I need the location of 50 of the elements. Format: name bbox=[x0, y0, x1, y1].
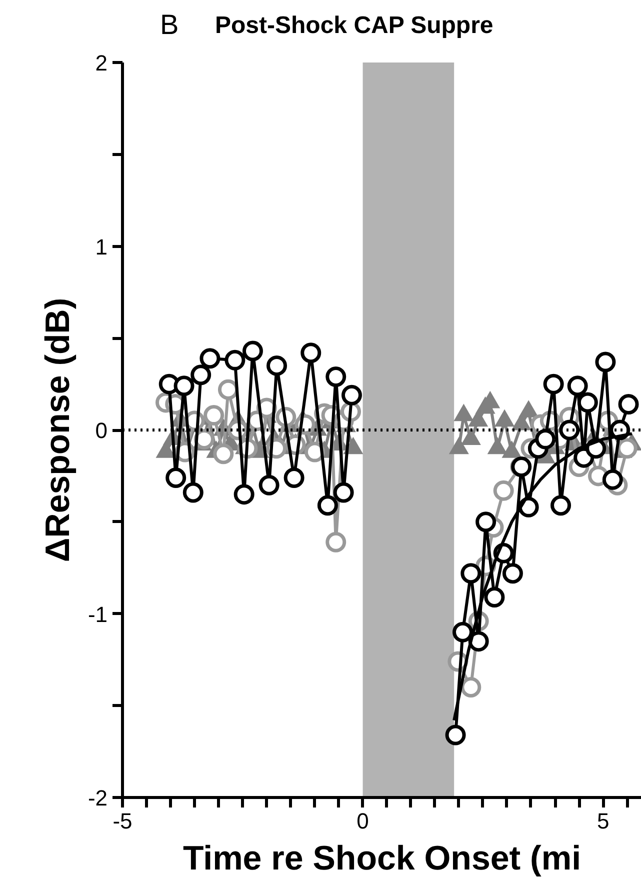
point bbox=[326, 366, 346, 387]
point bbox=[502, 563, 523, 584]
y-axis-title: ΔResponse (dB) bbox=[38, 298, 77, 562]
point bbox=[559, 420, 580, 440]
point bbox=[618, 394, 639, 415]
point bbox=[317, 495, 338, 516]
point bbox=[234, 484, 254, 505]
point bbox=[174, 376, 194, 396]
point bbox=[476, 512, 496, 532]
point bbox=[550, 495, 572, 516]
y-tick-label: 0 bbox=[95, 418, 108, 443]
point bbox=[266, 355, 288, 376]
point bbox=[577, 392, 598, 413]
y-tick-label: 1 bbox=[95, 234, 108, 260]
point bbox=[468, 631, 489, 652]
point bbox=[300, 342, 322, 364]
point bbox=[595, 352, 616, 372]
point bbox=[213, 444, 234, 464]
point bbox=[445, 724, 466, 746]
point bbox=[484, 586, 505, 608]
point bbox=[543, 374, 564, 394]
point bbox=[452, 622, 473, 642]
point bbox=[602, 469, 623, 490]
point bbox=[284, 468, 304, 488]
x-tick-label: -5 bbox=[112, 808, 132, 834]
point bbox=[190, 364, 212, 386]
point bbox=[460, 563, 482, 584]
y-tick-label: -2 bbox=[88, 786, 108, 810]
point bbox=[182, 482, 204, 503]
point bbox=[166, 468, 186, 488]
point bbox=[535, 428, 556, 450]
point bbox=[333, 482, 354, 503]
point bbox=[326, 532, 346, 552]
point bbox=[341, 384, 362, 406]
x-tick-label: 0 bbox=[356, 808, 369, 834]
y-tick-label: 2 bbox=[95, 50, 108, 76]
point bbox=[460, 677, 482, 698]
x-axis-title: Time re Shock Onset (mi bbox=[182, 840, 582, 878]
text: B bbox=[160, 8, 179, 42]
point bbox=[242, 340, 263, 362]
x-tick-label: 5 bbox=[596, 808, 610, 834]
y-tick-label: -1 bbox=[88, 602, 108, 627]
point bbox=[567, 376, 588, 396]
chart-title: Post-Shock CAP Suppre bbox=[215, 11, 494, 41]
point bbox=[258, 474, 280, 496]
point bbox=[493, 480, 514, 501]
point bbox=[204, 405, 224, 426]
point bbox=[218, 379, 238, 400]
point bbox=[200, 348, 220, 369]
point bbox=[224, 350, 246, 370]
